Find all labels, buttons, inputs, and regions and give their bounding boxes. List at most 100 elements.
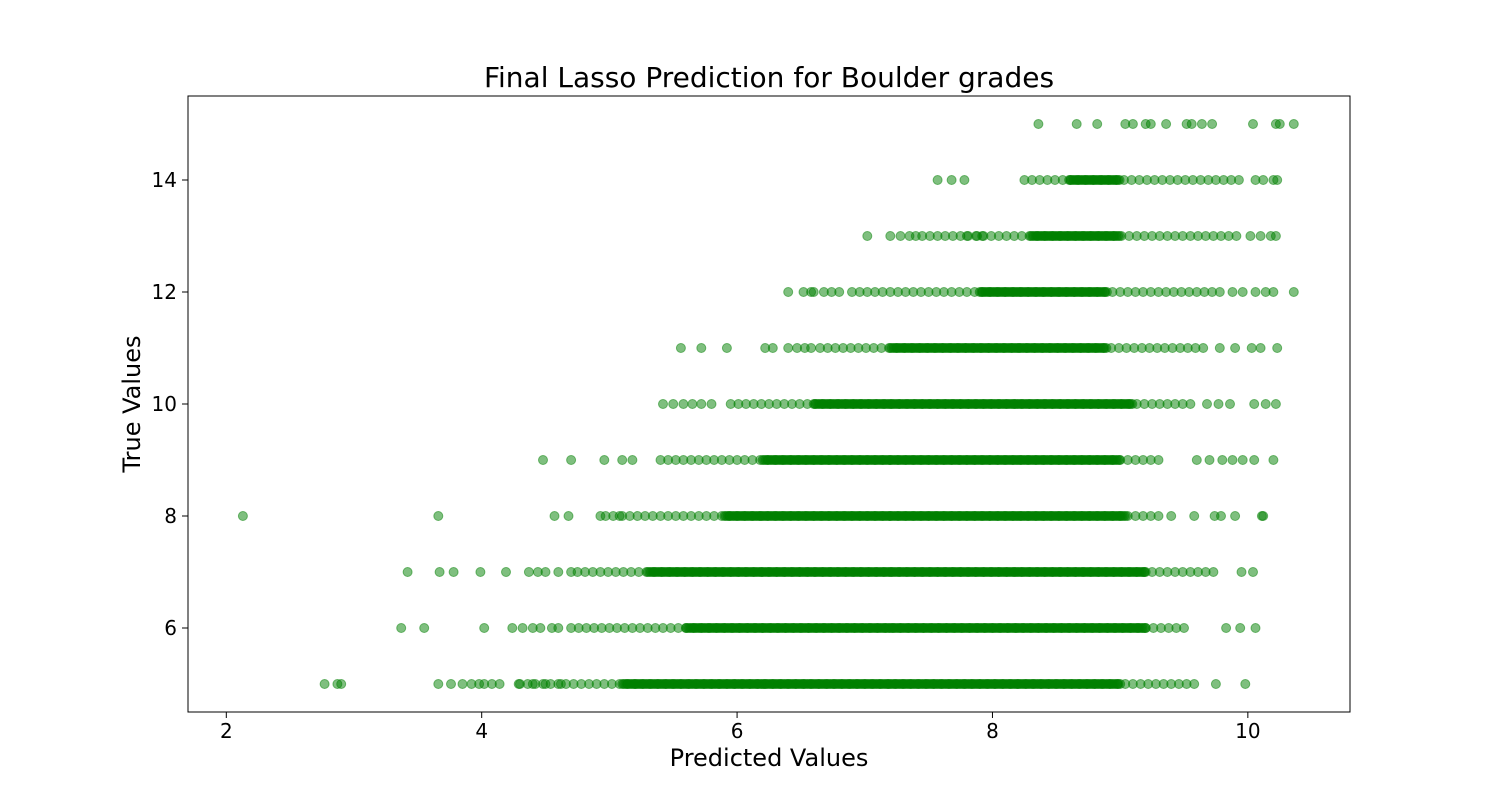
data-point (1221, 623, 1232, 633)
data-point (1245, 231, 1256, 241)
y-axis-ticks: 6 8 10 12 14 (152, 168, 188, 640)
x-tick-label: 2 (220, 719, 233, 743)
y-tick-label: 12 (152, 280, 177, 304)
data-point (1248, 567, 1258, 577)
x-tick-label: 10 (1235, 719, 1260, 743)
data-point (448, 567, 459, 577)
data-point (1191, 455, 1202, 465)
data-point (1214, 343, 1225, 353)
y-tick-label: 14 (152, 168, 177, 192)
data-point (961, 231, 972, 241)
data-point (1230, 511, 1241, 521)
data-point (783, 287, 794, 297)
data-point (540, 567, 551, 577)
data-point (555, 679, 566, 689)
data-point (1033, 119, 1044, 129)
data-point (1161, 119, 1172, 129)
data-point (1114, 175, 1125, 185)
data-point (1231, 231, 1242, 241)
data-point (1153, 455, 1164, 465)
data-point (563, 511, 574, 521)
data-points (237, 119, 1299, 689)
data-point (1120, 511, 1131, 521)
data-point (806, 343, 817, 353)
x-tick-label: 8 (986, 719, 999, 743)
y-axis-label: True Values (118, 335, 146, 473)
y-tick-label: 10 (152, 392, 177, 416)
data-point (1250, 623, 1261, 633)
data-point (1101, 287, 1112, 297)
data-point (1225, 399, 1235, 409)
data-point (475, 567, 486, 577)
data-point (1268, 455, 1279, 465)
data-point (1288, 287, 1299, 297)
data-point (1092, 119, 1103, 129)
data-point (419, 623, 430, 633)
data-point (1202, 399, 1212, 409)
data-point (566, 455, 577, 465)
data-point (1196, 119, 1207, 129)
data-point (1198, 343, 1209, 353)
x-tick-label: 6 (731, 719, 744, 743)
data-point (1185, 399, 1196, 409)
data-point (1268, 287, 1279, 297)
data-point (1166, 511, 1177, 521)
x-tick-label: 4 (475, 719, 488, 743)
data-point (767, 343, 778, 353)
data-point (1237, 455, 1248, 465)
data-point (946, 175, 957, 185)
data-point (783, 343, 794, 353)
data-point (1207, 119, 1218, 129)
data-point (1127, 399, 1138, 409)
data-point (402, 567, 413, 577)
data-point (1140, 623, 1151, 633)
data-point (501, 567, 511, 577)
data-point (1214, 287, 1225, 297)
x-axis-label: Predicted Values (670, 744, 869, 772)
data-point (1114, 231, 1125, 241)
data-point (977, 231, 988, 241)
data-point (507, 623, 518, 633)
data-point (523, 567, 534, 577)
data-point (599, 455, 610, 465)
data-point (1235, 623, 1246, 633)
y-tick-label: 6 (164, 616, 177, 640)
data-point (1230, 343, 1241, 353)
data-point (1249, 455, 1260, 465)
data-point (834, 287, 845, 297)
data-point (433, 511, 444, 521)
data-point (1179, 623, 1189, 633)
data-point (1227, 455, 1238, 465)
data-point (434, 567, 445, 577)
data-point (396, 623, 407, 633)
data-point (706, 399, 717, 409)
data-point (1140, 567, 1151, 577)
x-axis-ticks: 2 4 6 8 10 (220, 712, 1261, 743)
data-point (1213, 399, 1224, 409)
data-point (1145, 119, 1156, 129)
data-point (1272, 343, 1283, 353)
data-point (1216, 511, 1226, 521)
data-point (862, 231, 873, 241)
data-point (1270, 399, 1281, 409)
data-point (1250, 287, 1261, 297)
data-point (1204, 455, 1215, 465)
data-point (479, 623, 490, 633)
data-point (517, 623, 528, 633)
data-point (553, 567, 564, 577)
data-point (336, 679, 347, 689)
data-point (885, 231, 896, 241)
data-point (535, 623, 546, 633)
y-tick-label: 8 (164, 504, 177, 528)
data-point (627, 455, 638, 465)
data-point (1249, 399, 1260, 409)
data-point (808, 287, 819, 297)
data-point (494, 679, 505, 689)
data-point (658, 399, 668, 409)
data-point (687, 399, 698, 409)
data-point (527, 679, 538, 689)
data-point (1115, 679, 1126, 689)
data-point (513, 679, 524, 689)
data-point (237, 511, 248, 521)
